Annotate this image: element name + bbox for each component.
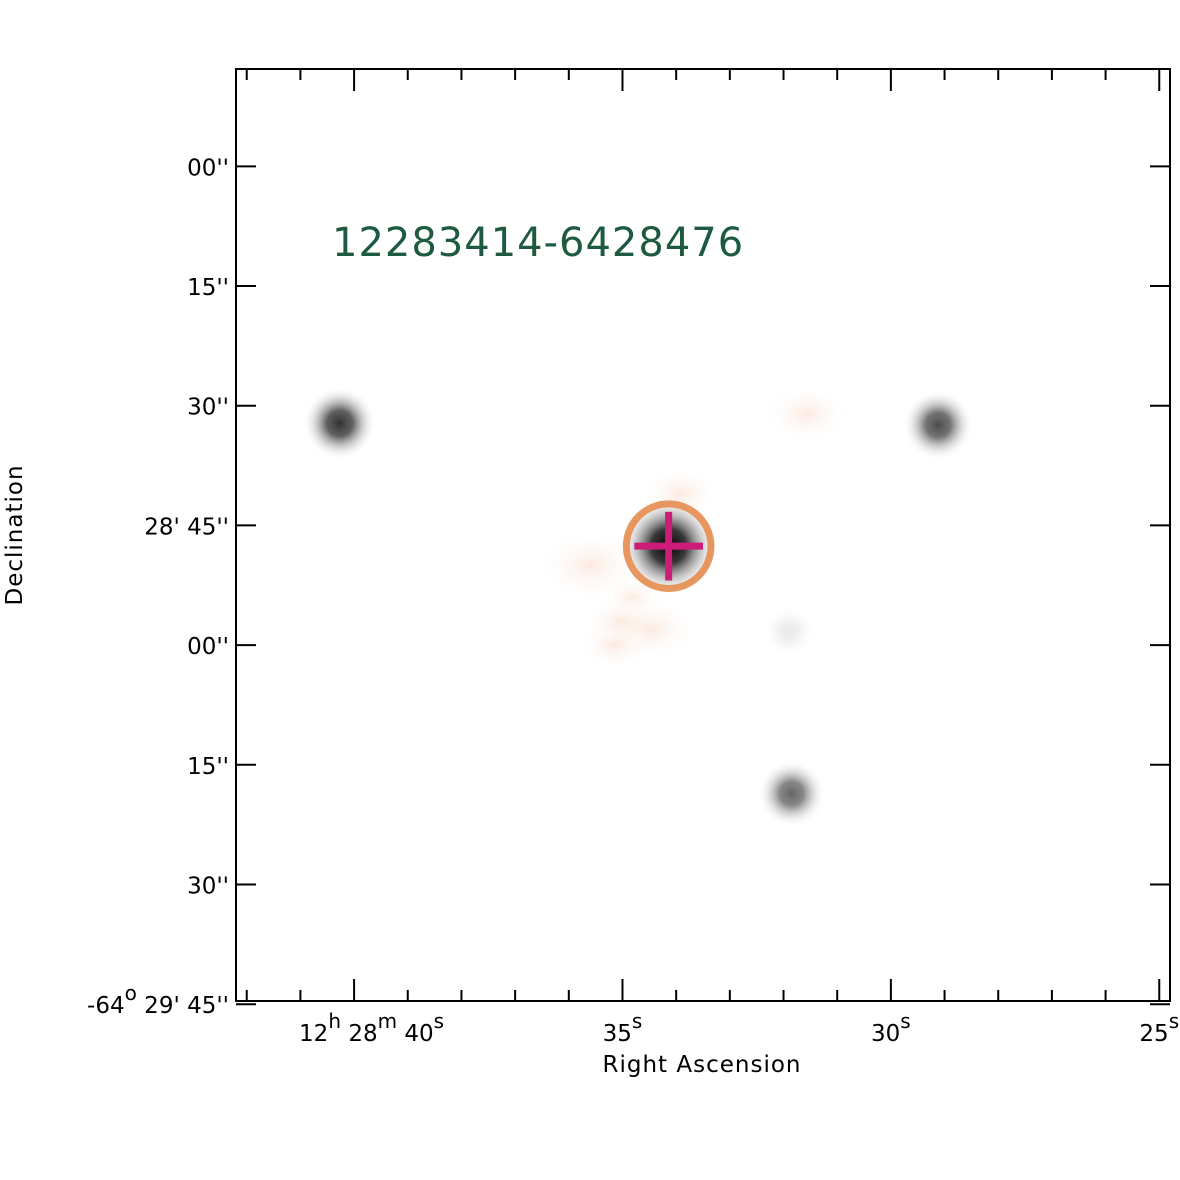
x-axis-ticks: 12h 28m 40s 35s 30s 25s: [245, 69, 1179, 1047]
nebulosity: [536, 384, 850, 670]
y-tick-label: 30'': [187, 874, 229, 900]
y-tick-label: 15'': [187, 754, 229, 780]
x-tick-label: 25s: [1139, 1009, 1179, 1047]
y-tick-label: -64o 29' 45'': [87, 981, 229, 1019]
plot-frame: [235, 68, 1171, 1002]
field-star: [302, 386, 377, 461]
target-marker: [622, 500, 715, 592]
y-tick-label: 00'': [187, 155, 229, 181]
x-tick-label: 12h 28m 40s: [299, 1009, 444, 1047]
field-star: [902, 389, 974, 461]
image-layer: [302, 384, 974, 828]
nebulosity-patch: [584, 597, 657, 646]
field-star: [762, 605, 815, 658]
source-id-title: 12283414-6428476: [332, 220, 744, 266]
x-tick-label: 30s: [871, 1009, 911, 1047]
y-tick-label: 15'': [187, 275, 229, 301]
y-tick-label: 00'': [187, 634, 229, 660]
field-star: [757, 759, 826, 828]
y-tick-label: 28' 45'': [144, 514, 229, 540]
target-circle: [622, 500, 715, 592]
y-axis-title: Declination: [2, 464, 28, 605]
y-axis-ticks: 00'' 15'' 30'' 28' 45'' 00'' 15'' 30'' -64o 29'…: [87, 155, 1170, 1019]
x-tick-label: 35s: [603, 1009, 643, 1047]
x-axis-title: Right Ascension: [603, 1052, 802, 1078]
nebulosity-patch: [763, 384, 850, 443]
y-tick-label: 30'': [187, 395, 229, 421]
